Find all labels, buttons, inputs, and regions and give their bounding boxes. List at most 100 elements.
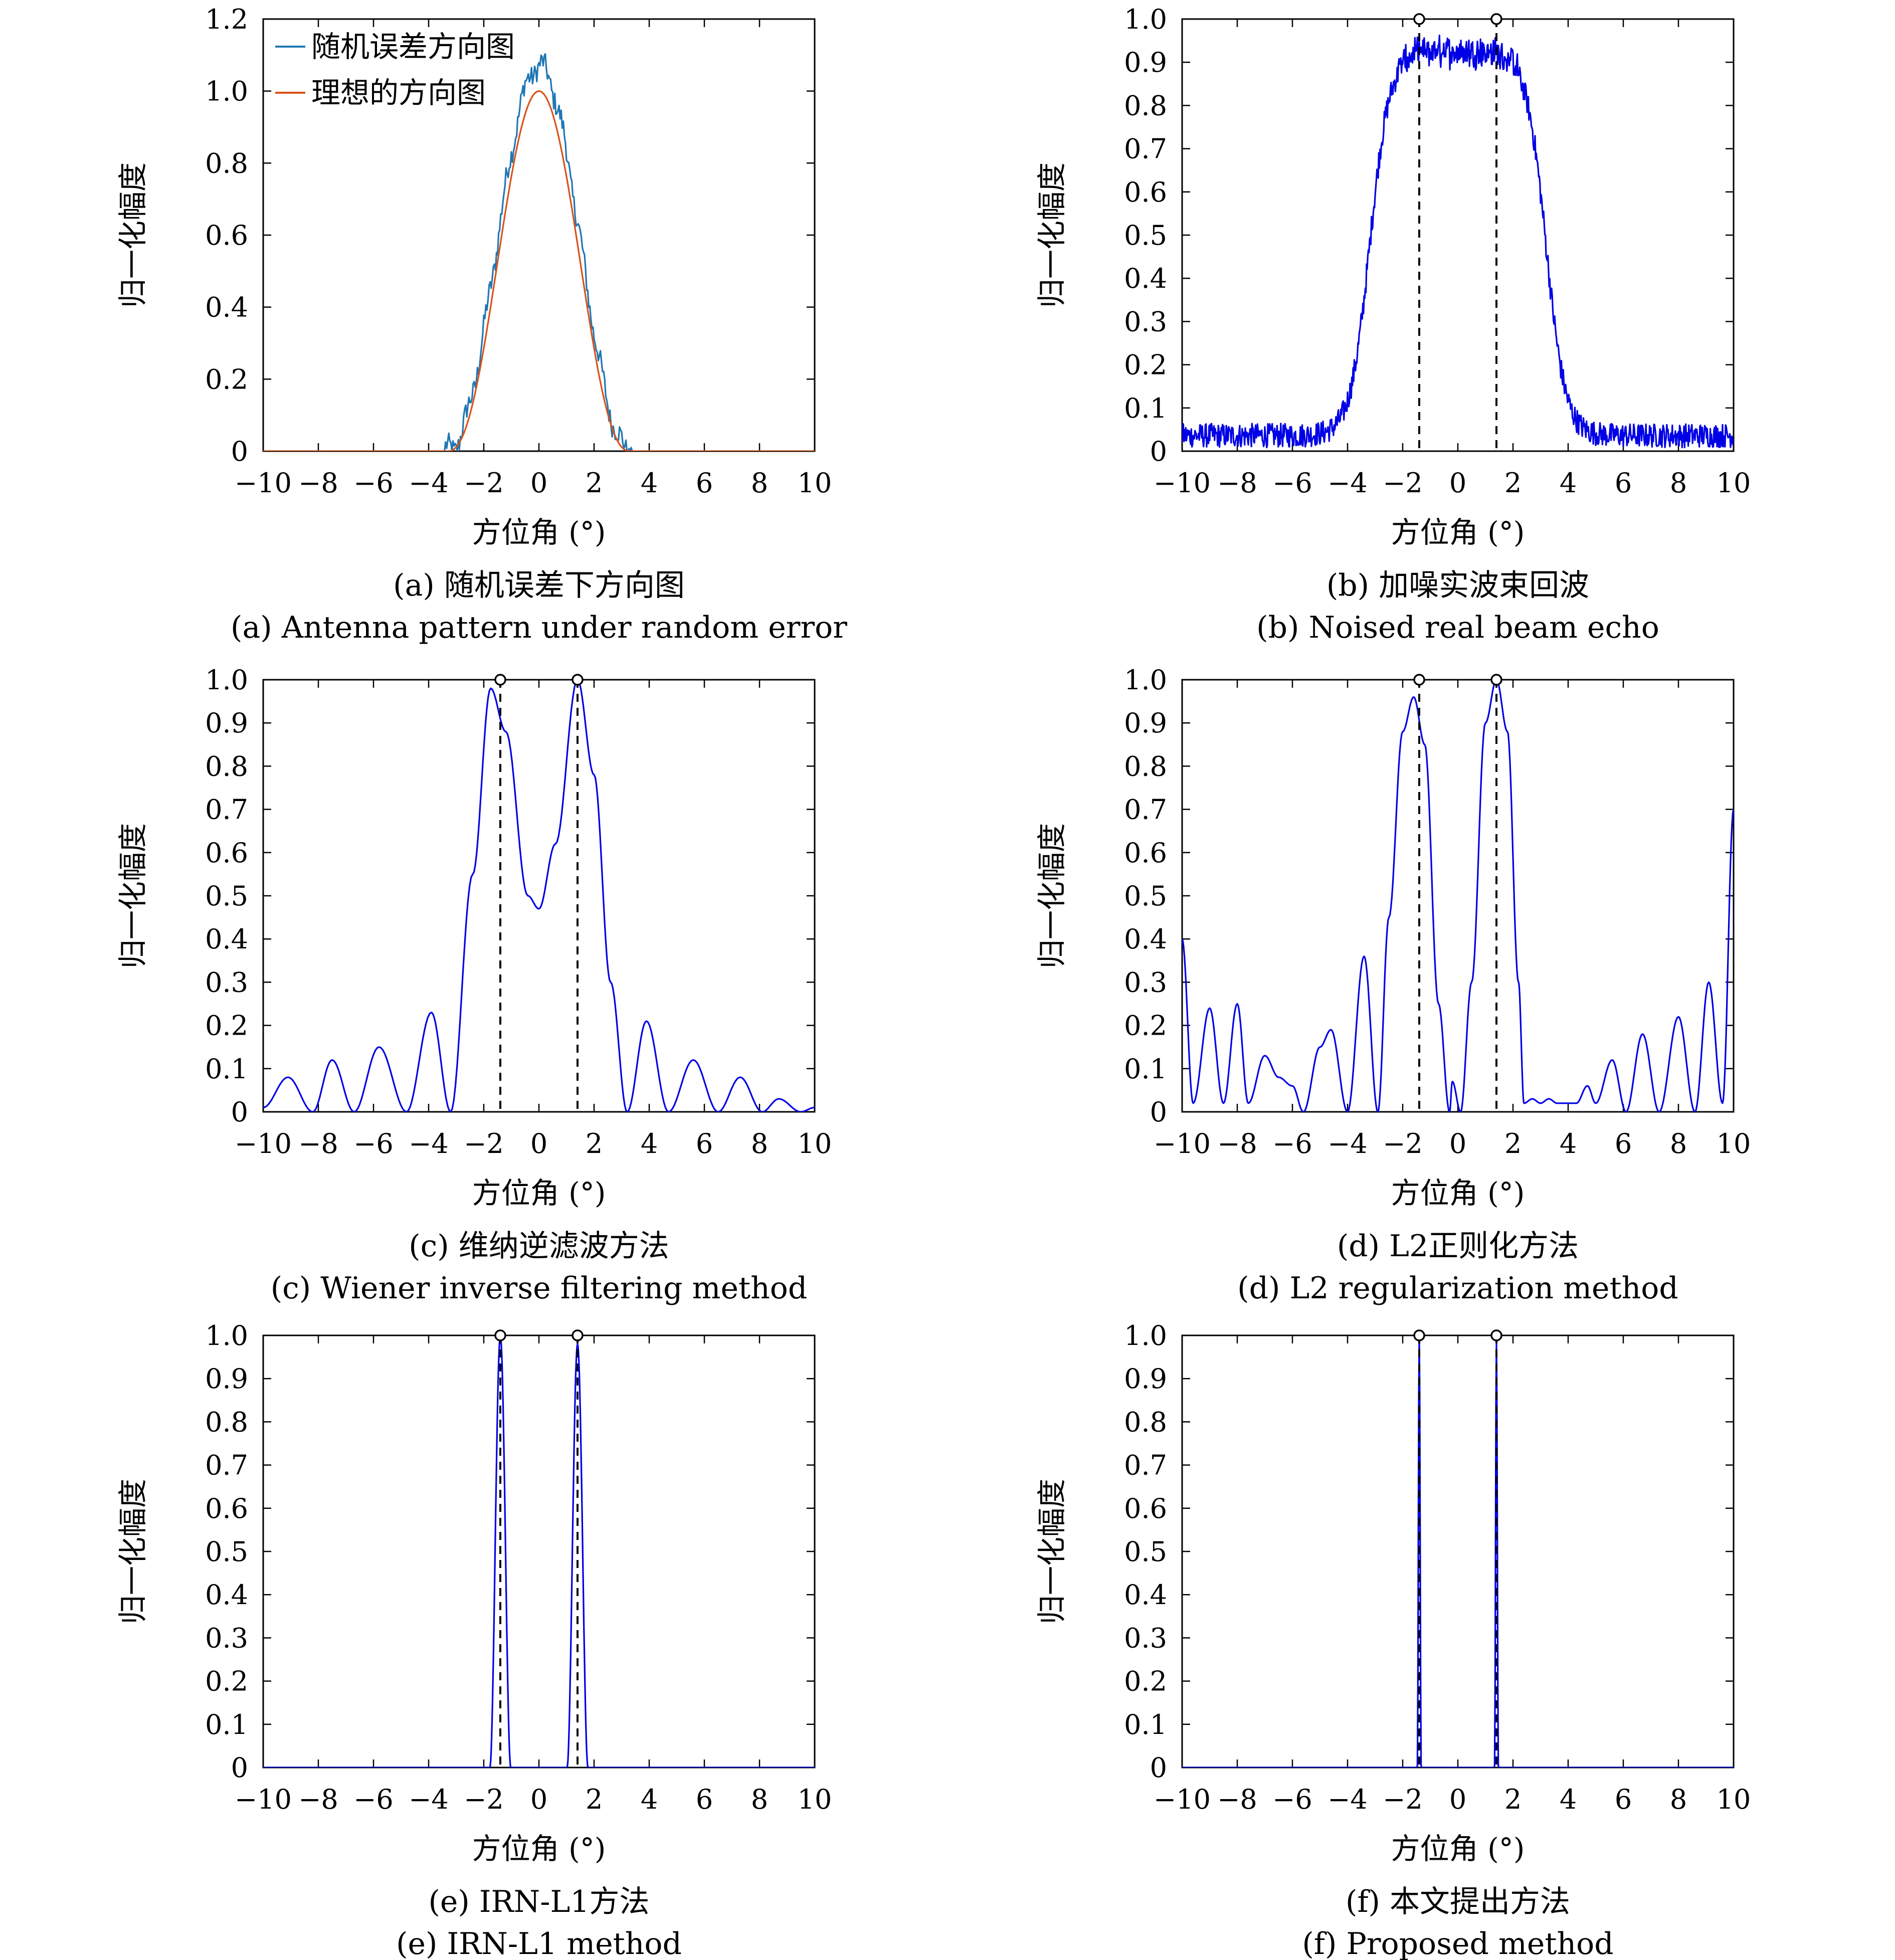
y-tick-label: 0.3 bbox=[205, 966, 248, 998]
target-marker bbox=[1490, 1329, 1502, 1341]
target-marker bbox=[572, 1329, 584, 1341]
x-tick-label: 2 bbox=[586, 467, 603, 499]
y-tick-label: 0.8 bbox=[205, 750, 248, 782]
caption-cn: (e) IRN-L1方法 bbox=[428, 1884, 649, 1919]
chart-panel-e: −10 −8 −6 −4 −2 0 2 4 6 8 10 0 0.1 0.2 0.3 0.4 0.5 0.6 0.7… bbox=[116, 1320, 832, 1960]
target-marker bbox=[572, 674, 584, 686]
y-tick-label: 0.6 bbox=[205, 837, 248, 869]
x-tick-label: 10 bbox=[1717, 467, 1751, 499]
x-tick-label: −10 bbox=[235, 1784, 292, 1815]
x-tick-label: −6 bbox=[1272, 467, 1312, 499]
x-tick-label: 6 bbox=[696, 467, 713, 499]
x-tick-label: 8 bbox=[1670, 1784, 1687, 1815]
y-tick-label: 0.4 bbox=[205, 923, 248, 955]
caption-en: (e) IRN-L1 method bbox=[396, 1926, 682, 1960]
y-tick-label: 0.9 bbox=[1124, 707, 1167, 739]
series-line-curve bbox=[1182, 1334, 1734, 1768]
y-tick-label: 0 bbox=[1150, 1752, 1167, 1784]
x-tick-label: 4 bbox=[641, 1784, 658, 1815]
x-tick-label: 0 bbox=[530, 467, 547, 499]
y-tick-label: 1.0 bbox=[1124, 1320, 1167, 1351]
y-tick-label: 0.5 bbox=[1124, 220, 1167, 251]
x-tick-label: 8 bbox=[1670, 467, 1687, 499]
x-tick-label: −10 bbox=[235, 467, 292, 499]
x-tick-label: −2 bbox=[1383, 1128, 1423, 1159]
y-axis-label: 归一化幅度 bbox=[116, 823, 150, 968]
x-tick-label: −6 bbox=[353, 467, 394, 499]
y-tick-label: 0.2 bbox=[205, 1666, 248, 1697]
y-tick-label: 0 bbox=[231, 1096, 248, 1128]
y-tick-label: 0.6 bbox=[1124, 176, 1167, 208]
y-tick-label: 0.9 bbox=[205, 707, 248, 739]
y-axis-label: 归一化幅度 bbox=[116, 1479, 150, 1624]
y-tick-label: 0.1 bbox=[1124, 393, 1167, 424]
y-axis-label: 归一化幅度 bbox=[116, 162, 150, 308]
caption-en: (c) Wiener inverse filtering method bbox=[271, 1271, 808, 1306]
y-tick-label: 1.0 bbox=[205, 76, 248, 107]
x-tick-label: 4 bbox=[1560, 1128, 1577, 1159]
y-tick-label: 0.8 bbox=[1124, 90, 1167, 121]
x-tick-label: −8 bbox=[298, 1128, 338, 1159]
y-tick-label: 1.0 bbox=[1124, 4, 1167, 35]
target-marker bbox=[1413, 13, 1425, 25]
y-tick-label: 0.8 bbox=[1124, 1406, 1167, 1438]
y-tick-label: 0.4 bbox=[1124, 923, 1167, 955]
x-tick-label: 6 bbox=[1615, 1128, 1632, 1159]
x-axis-label: 方位角 (°) bbox=[472, 1832, 606, 1866]
x-tick-label: −4 bbox=[409, 1128, 449, 1159]
y-tick-label: 1.2 bbox=[205, 4, 248, 35]
plot-frame bbox=[1181, 18, 1735, 452]
y-tick-label: 0.1 bbox=[205, 1709, 248, 1740]
plot-frame bbox=[262, 679, 816, 1113]
y-tick-label: 0.7 bbox=[205, 794, 248, 826]
y-tick-label: 0.7 bbox=[205, 1450, 248, 1481]
y-tick-label: 0.5 bbox=[205, 1536, 248, 1567]
x-tick-label: 0 bbox=[1449, 1784, 1466, 1815]
target-marker bbox=[1490, 674, 1502, 686]
x-tick-label: −10 bbox=[1154, 1784, 1211, 1815]
x-tick-label: 6 bbox=[696, 1128, 713, 1159]
y-tick-label: 0 bbox=[231, 436, 248, 467]
y-tick-label: 0.7 bbox=[1124, 1450, 1167, 1481]
series-line-curve bbox=[1182, 35, 1734, 449]
x-tick-label: 10 bbox=[1717, 1128, 1751, 1159]
x-tick-label: −2 bbox=[1383, 1784, 1423, 1815]
x-tick-label: −10 bbox=[235, 1128, 292, 1159]
y-tick-label: 0.2 bbox=[1124, 1010, 1167, 1042]
caption-en: (a) Antenna pattern under random error bbox=[231, 610, 847, 645]
target-marker bbox=[494, 1329, 506, 1341]
legend-label: 理想的方向图 bbox=[311, 76, 486, 110]
x-tick-label: 4 bbox=[1560, 467, 1577, 499]
x-tick-label: −6 bbox=[353, 1784, 394, 1815]
y-tick-label: 0.6 bbox=[1124, 837, 1167, 869]
x-tick-label: 2 bbox=[586, 1784, 603, 1815]
y-tick-label: 0.9 bbox=[1124, 1363, 1167, 1395]
y-tick-label: 0.6 bbox=[205, 1493, 248, 1524]
y-tick-label: 0.9 bbox=[205, 1363, 248, 1395]
y-tick-label: 0.3 bbox=[1124, 1622, 1167, 1654]
x-tick-label: 2 bbox=[1504, 1128, 1522, 1159]
x-tick-label: −6 bbox=[1272, 1128, 1312, 1159]
y-tick-label: 1.0 bbox=[1124, 664, 1167, 696]
x-tick-label: 6 bbox=[696, 1784, 713, 1815]
x-tick-label: 10 bbox=[798, 1784, 832, 1815]
target-marker bbox=[1413, 1329, 1425, 1341]
x-tick-label: −2 bbox=[464, 1128, 504, 1159]
x-tick-label: −8 bbox=[298, 467, 338, 499]
y-tick-label: 1.0 bbox=[205, 1320, 248, 1351]
x-tick-label: 0 bbox=[1449, 1128, 1466, 1159]
x-tick-label: −10 bbox=[1154, 1128, 1211, 1159]
chart-panel-c: −10 −8 −6 −4 −2 0 2 4 6 8 10 0 0.1 0.2 0.3 0.4 0.5 0.6 0.7… bbox=[116, 664, 832, 1306]
y-tick-label: 0 bbox=[1150, 436, 1167, 467]
y-tick-label: 0.1 bbox=[205, 1053, 248, 1085]
plot-frame bbox=[262, 1334, 816, 1769]
y-axis-label: 归一化幅度 bbox=[1035, 823, 1069, 968]
caption-cn: (a) 随机误差下方向图 bbox=[393, 568, 685, 603]
caption-en: (f) Proposed method bbox=[1302, 1926, 1613, 1960]
y-tick-label: 0.6 bbox=[1124, 1493, 1167, 1524]
x-axis-label: 方位角 (°) bbox=[1391, 515, 1525, 549]
y-tick-label: 0.7 bbox=[1124, 133, 1167, 165]
series-line-0 bbox=[263, 53, 815, 451]
x-tick-label: 0 bbox=[530, 1784, 547, 1815]
x-tick-label: −4 bbox=[409, 467, 449, 499]
